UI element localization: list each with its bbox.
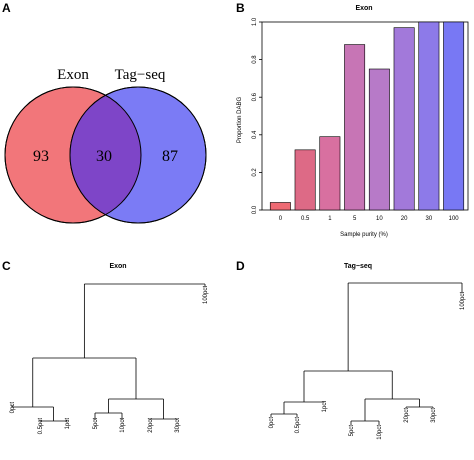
dendrogram-c-title: Exon bbox=[109, 263, 126, 270]
y-axis-label: Proportion DABG bbox=[237, 96, 243, 143]
panel-label-d: D bbox=[236, 259, 245, 273]
venn-label-exon: Exon bbox=[57, 67, 89, 83]
panel-label-b: B bbox=[236, 1, 245, 15]
dendrogram-leaf-label: 0pct bbox=[10, 402, 16, 414]
dendrogram-leaf-label: 0pct bbox=[269, 417, 275, 429]
bar-5 bbox=[344, 44, 366, 211]
dendrogram-d: 0pct 0.5pct 1pct 5pct 10pct 20pct 30pct 100pct bbox=[269, 282, 466, 440]
venn-diagram: Exon Tag−seq 93 30 87 bbox=[4, 67, 207, 224]
bar-chart-title: Exon bbox=[355, 5, 372, 12]
dendrogram-c: 0pct 0.5pct 1pct 5pct 10pct 20pct 30pct 100pct bbox=[10, 283, 209, 435]
venn-overlap bbox=[70, 87, 141, 223]
venn-count-tagseq-only: 87 bbox=[162, 148, 178, 165]
x-tick-label: 5 bbox=[353, 216, 357, 222]
bar-10 bbox=[368, 68, 390, 211]
x-tick-labels: 0 0.5 1 5 10 20 30 100 bbox=[279, 216, 460, 222]
y-tick-label: 0.2 bbox=[252, 168, 258, 177]
dendrogram-leaf-label: 20pct bbox=[148, 418, 154, 433]
dendrogram-leaf-label: 100pct bbox=[203, 286, 209, 304]
y-tick-label: 0.4 bbox=[252, 130, 258, 139]
dendrogram-leaf-label: 10pct bbox=[377, 425, 383, 440]
dendrogram-leaf-label: 30pct bbox=[175, 418, 181, 433]
dendrogram-leaf-label: 100pct bbox=[460, 292, 466, 310]
bar-30 bbox=[418, 21, 440, 211]
venn-label-tagseq: Tag−seq bbox=[115, 67, 166, 83]
x-tick-label: 30 bbox=[426, 216, 433, 222]
venn-count-overlap: 30 bbox=[96, 148, 112, 165]
dendrogram-d-title: Tag−seq bbox=[344, 263, 372, 270]
y-tick-label: 0.0 bbox=[252, 205, 258, 214]
x-tick-label: 0 bbox=[279, 216, 283, 222]
y-tick-labels: 0.0 0.2 0.4 0.6 0.8 1.0 bbox=[252, 17, 258, 214]
dendrogram-leaf-label: 30pct bbox=[431, 408, 437, 423]
panel-label-c: C bbox=[2, 259, 11, 273]
bar-0.5 bbox=[294, 149, 316, 211]
x-axis-label: Sample purity (%) bbox=[340, 232, 388, 238]
bar-series bbox=[269, 21, 465, 211]
dendrogram-leaf-label: 5pct bbox=[93, 418, 99, 430]
bar-0 bbox=[269, 202, 291, 211]
bar-20 bbox=[393, 27, 415, 211]
x-tick-label: 10 bbox=[376, 216, 383, 222]
x-tick-label: 100 bbox=[449, 216, 460, 222]
bar-1 bbox=[319, 136, 341, 211]
bar-100 bbox=[443, 21, 465, 211]
dendrogram-leaf-label: 0.5pct bbox=[295, 417, 301, 434]
x-tick-label: 0.5 bbox=[301, 216, 310, 222]
dendrogram-leaf-label: 5pct bbox=[349, 425, 355, 437]
y-tick-label: 0.6 bbox=[252, 92, 258, 101]
x-tick-label: 20 bbox=[401, 216, 408, 222]
dendrogram-leaf-label: 20pct bbox=[404, 408, 410, 423]
dendrogram-leaf-label: 0.5pct bbox=[38, 418, 44, 435]
bar-chart: Exon 0 0.5 1 5 10 20 30 100 0.00.20.40.60.81.0 … bbox=[237, 5, 469, 238]
y-tick-label: 1.0 bbox=[252, 17, 258, 26]
dendrogram-leaf-label: 1pct bbox=[322, 401, 328, 413]
panel-label-a: A bbox=[2, 1, 11, 15]
venn-count-exon-only: 93 bbox=[33, 148, 49, 165]
y-tick-label: 0.8 bbox=[252, 55, 258, 64]
dendrogram-leaf-label: 1pct bbox=[65, 418, 71, 430]
dendrogram-leaf-label: 10pct bbox=[120, 418, 126, 433]
x-tick-label: 1 bbox=[328, 216, 332, 222]
